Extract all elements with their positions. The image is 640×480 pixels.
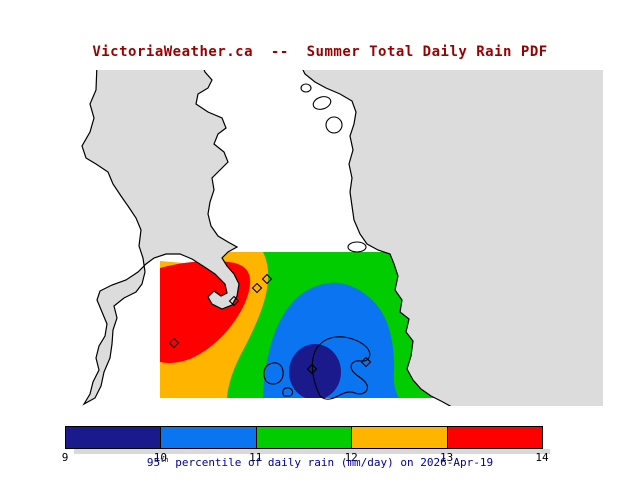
island-3 bbox=[300, 83, 312, 93]
colorbar-seg-9-10 bbox=[66, 427, 162, 448]
station-marker-icon bbox=[228, 295, 240, 307]
tick-13: 13 bbox=[439, 451, 454, 464]
island-1 bbox=[312, 96, 332, 110]
caption-superscript: th bbox=[160, 456, 169, 464]
colorbar-seg-12-13 bbox=[352, 427, 448, 448]
colorbar-shadow bbox=[74, 449, 550, 454]
station-marker-icon bbox=[251, 282, 263, 294]
station-marker-icon bbox=[168, 337, 180, 349]
tick-12: 12 bbox=[344, 451, 358, 464]
station-marker-icon bbox=[306, 363, 318, 375]
colorbar-seg-11-12 bbox=[256, 427, 353, 448]
colorbar-ticks: 9 10 11 12 13 14 bbox=[61, 451, 549, 465]
water-saanich-inlet bbox=[81, 70, 240, 406]
station-marker-icon bbox=[360, 356, 372, 368]
tick-9: 9 bbox=[61, 451, 69, 464]
colorbar-seg-10-11 bbox=[161, 427, 257, 448]
station-marker-icon bbox=[261, 273, 273, 285]
colorbar-caption: 95th percentile of daily rain (mm/day) o… bbox=[0, 456, 640, 469]
station-markers bbox=[168, 273, 372, 375]
coastline-islet-small bbox=[263, 362, 284, 385]
plot-title: VictoriaWeather.ca -- Summer Total Daily… bbox=[92, 44, 548, 60]
islands bbox=[300, 83, 367, 253]
coastline-harbour bbox=[311, 336, 371, 400]
coastline-overlay bbox=[263, 336, 371, 400]
caption-rest: percentile of daily rain (mm/day) on 202… bbox=[168, 456, 494, 469]
island-2 bbox=[325, 116, 343, 134]
water-haro-strait bbox=[302, 70, 603, 406]
tick-14: 14 bbox=[535, 451, 549, 464]
coastline-islet-tiny bbox=[282, 387, 294, 397]
colorbar-seg-13-14 bbox=[447, 427, 543, 448]
colorbar bbox=[65, 426, 543, 449]
tick-10: 10 bbox=[153, 451, 168, 464]
tick-11: 11 bbox=[249, 451, 263, 464]
caption-prefix: 95 bbox=[146, 456, 161, 469]
island-4 bbox=[347, 241, 367, 253]
